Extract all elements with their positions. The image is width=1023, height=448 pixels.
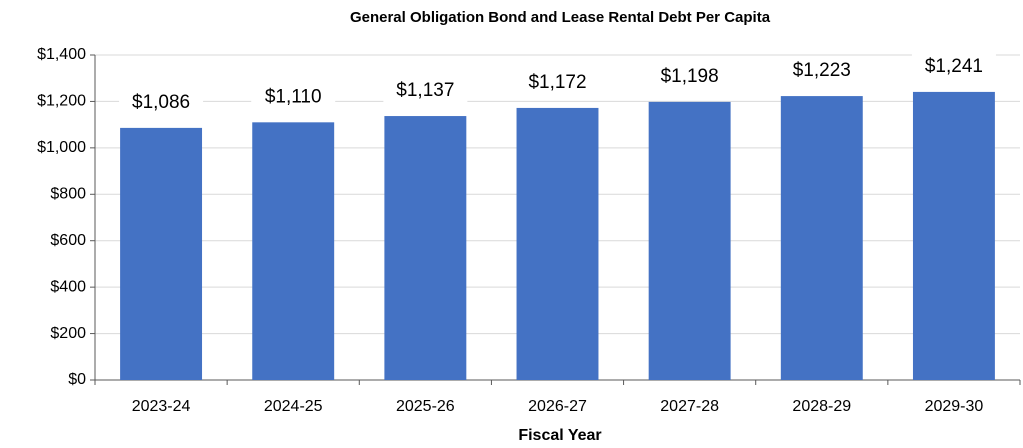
y-tick-label: $600 xyxy=(50,232,86,249)
y-tick-label: $1,200 xyxy=(37,93,86,110)
data-label: $1,086 xyxy=(132,92,190,113)
y-tick-label: $400 xyxy=(50,278,86,295)
x-tick-label: 2026-27 xyxy=(528,398,587,415)
data-label: $1,110 xyxy=(265,86,322,107)
data-label-bg xyxy=(911,53,996,80)
x-tick-label: 2029-30 xyxy=(925,398,984,415)
data-label: $1,241 xyxy=(925,56,983,77)
data-label-bg xyxy=(647,63,732,90)
data-label-bg xyxy=(515,69,600,96)
x-tick-label: 2027-28 xyxy=(660,398,719,415)
chart-title: General Obligation Bond and Lease Rental… xyxy=(350,9,771,26)
bar xyxy=(780,96,863,380)
data-label: $1,172 xyxy=(528,72,586,93)
y-tick-label: $1,400 xyxy=(37,46,86,63)
bar xyxy=(252,122,335,381)
data-label-bg xyxy=(251,84,336,111)
data-label: $1,223 xyxy=(793,60,851,81)
x-tick-label: 2024-25 xyxy=(264,398,323,415)
x-axis-title: Fiscal Year xyxy=(518,427,601,444)
x-tick-label: 2023-24 xyxy=(132,398,191,415)
x-tick-label: 2028-29 xyxy=(792,398,851,415)
data-label: $1,198 xyxy=(661,66,719,87)
data-label-bg xyxy=(119,89,204,116)
y-tick-label: $800 xyxy=(50,186,86,203)
data-label-bg xyxy=(383,78,468,105)
x-tick-label: 2025-26 xyxy=(396,398,455,415)
bar xyxy=(648,101,731,381)
y-tick-label: $0 xyxy=(68,371,86,388)
y-tick-label: $200 xyxy=(50,325,86,342)
bar xyxy=(384,116,467,380)
bar xyxy=(912,91,995,381)
bar xyxy=(120,127,203,381)
bar xyxy=(516,107,599,380)
data-label: $1,137 xyxy=(396,80,454,101)
data-label-bg xyxy=(779,58,864,85)
y-tick-label: $1,000 xyxy=(37,139,86,156)
